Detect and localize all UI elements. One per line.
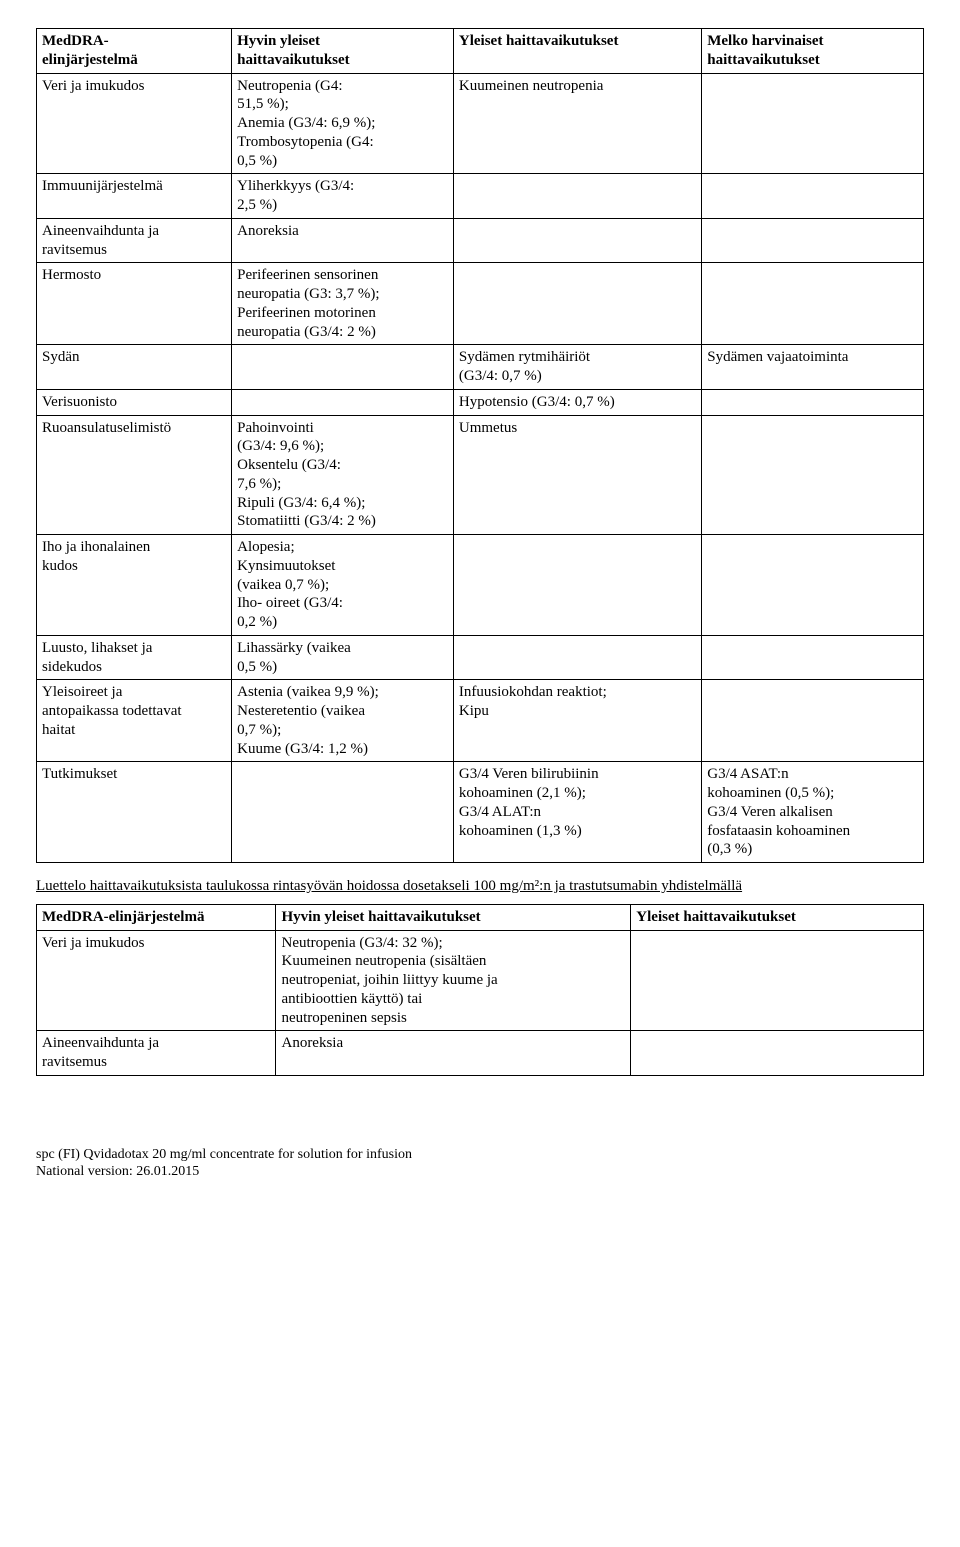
t2-cell [631,930,924,1031]
page-footer: spc (FI) Qvidadotax 20 mg/ml concentrate… [36,1146,924,1181]
t1-header-2: Hyvin yleiset haittavaikutukset [232,29,454,74]
table-row: Luusto, lihakset ja sidekudosLihassärky … [37,635,924,680]
t1-cell: Sydän [37,345,232,390]
table-row: Aineenvaihdunta ja ravitsemusAnoreksia [37,218,924,263]
t2-header-2: Hyvin yleiset haittavaikutukset [276,904,631,930]
table-row: ImmuunijärjestelmäYliherkkyys (G3/4: 2,5… [37,174,924,219]
t1-cell [702,263,924,345]
t1-cell [702,389,924,415]
t1-cell: Ruoansulatuselimistö [37,415,232,535]
t2-header-1: MedDRA-elinjärjestelmä [37,904,276,930]
t1-cell [232,762,454,863]
table-row: Iho ja ihonalainen kudosAlopesia; Kynsim… [37,535,924,636]
table-row: Tutkimukset G3/4 Veren bilirubiinin kohoa… [37,762,924,863]
t1-cell: Verisuonisto [37,389,232,415]
adverse-effects-table-1: MedDRA- elinjärjestelmä Hyvin yleiset ha… [36,28,924,863]
t1-cell: Pahoinvointi (G3/4: 9,6 %); Oksentelu (G… [232,415,454,535]
t1-cell [702,635,924,680]
table-row: Yleisoireet ja antopaikassa todettavat h… [37,680,924,762]
t1-cell: Sydämen vajaatoiminta [702,345,924,390]
table-row: Veri ja imukudosNeutropenia (G4: 51,5 %)… [37,73,924,174]
t1-cell [702,415,924,535]
t1-cell [453,218,701,263]
t1-cell: Yliherkkyys (G3/4: 2,5 %) [232,174,454,219]
t2-cell: Aineenvaihdunta ja ravitsemus [37,1031,276,1076]
t1-cell: Iho ja ihonalainen kudos [37,535,232,636]
t1-cell [453,535,701,636]
table-row: Verisuonisto Hypotensio (G3/4: 0,7 %) [37,389,924,415]
t1-cell [702,73,924,174]
t1-cell: Alopesia; Kynsimuutokset (vaikea 0,7 %);… [232,535,454,636]
t1-cell: Astenia (vaikea 9,9 %); Nesteretentio (v… [232,680,454,762]
t2-cell: Anoreksia [276,1031,631,1076]
adverse-effects-table-2: MedDRA-elinjärjestelmä Hyvin yleiset hai… [36,904,924,1076]
table-1-header-row: MedDRA- elinjärjestelmä Hyvin yleiset ha… [37,29,924,74]
t1-cell: Hermosto [37,263,232,345]
t1-header-4: Melko harvinaiset haittavaikutukset [702,29,924,74]
t2-cell [631,1031,924,1076]
table-row: Sydän Sydämen rytmihäiriöt (G3/4: 0,7 %)S… [37,345,924,390]
t1-cell: Anoreksia [232,218,454,263]
t1-header-1: MedDRA- elinjärjestelmä [37,29,232,74]
t1-cell: Tutkimukset [37,762,232,863]
t1-cell: Immuunijärjestelmä [37,174,232,219]
t2-header-3: Yleiset haittavaikutukset [631,904,924,930]
t1-cell: Lihassärky (vaikea 0,5 %) [232,635,454,680]
t1-cell [453,635,701,680]
t1-cell: Sydämen rytmihäiriöt (G3/4: 0,7 %) [453,345,701,390]
t1-cell [702,174,924,219]
t1-cell: G3/4 Veren bilirubiinin kohoaminen (2,1 … [453,762,701,863]
table-2-body: MedDRA-elinjärjestelmä Hyvin yleiset hai… [37,904,924,1075]
table-row: Veri ja imukudosNeutropenia (G3/4: 32 %)… [37,930,924,1031]
table-row: Aineenvaihdunta ja ravitsemusAnoreksia [37,1031,924,1076]
footer-line-1: spc (FI) Qvidadotax 20 mg/ml concentrate… [36,1146,924,1164]
table-row: HermostoPerifeerinen sensorinen neuropat… [37,263,924,345]
t1-cell: G3/4 ASAT:n kohoaminen (0,5 %); G3/4 Ver… [702,762,924,863]
subsection-heading: Luettelo haittavaikutuksista taulukossa … [36,877,924,896]
t1-cell: Ummetus [453,415,701,535]
t2-cell: Neutropenia (G3/4: 32 %); Kuumeinen neut… [276,930,631,1031]
t1-cell: Hypotensio (G3/4: 0,7 %) [453,389,701,415]
t1-cell: Neutropenia (G4: 51,5 %); Anemia (G3/4: … [232,73,454,174]
footer-line-2: National version: 26.01.2015 [36,1163,924,1181]
t1-cell [702,218,924,263]
t1-cell: Yleisoireet ja antopaikassa todettavat h… [37,680,232,762]
t1-cell [453,263,701,345]
t1-cell: Infuusiokohdan reaktiot; Kipu [453,680,701,762]
t1-cell [232,345,454,390]
t1-cell: Perifeerinen sensorinen neuropatia (G3: … [232,263,454,345]
t1-cell [232,389,454,415]
t2-cell: Veri ja imukudos [37,930,276,1031]
t1-cell [702,535,924,636]
t1-cell: Kuumeinen neutropenia [453,73,701,174]
table-2-header-row: MedDRA-elinjärjestelmä Hyvin yleiset hai… [37,904,924,930]
t1-cell: Veri ja imukudos [37,73,232,174]
table-row: RuoansulatuselimistöPahoinvointi (G3/4: … [37,415,924,535]
t1-header-3: Yleiset haittavaikutukset [453,29,701,74]
t1-cell: Luusto, lihakset ja sidekudos [37,635,232,680]
t1-cell [453,174,701,219]
t1-cell [702,680,924,762]
t1-cell: Aineenvaihdunta ja ravitsemus [37,218,232,263]
table-1-body: MedDRA- elinjärjestelmä Hyvin yleiset ha… [37,29,924,863]
